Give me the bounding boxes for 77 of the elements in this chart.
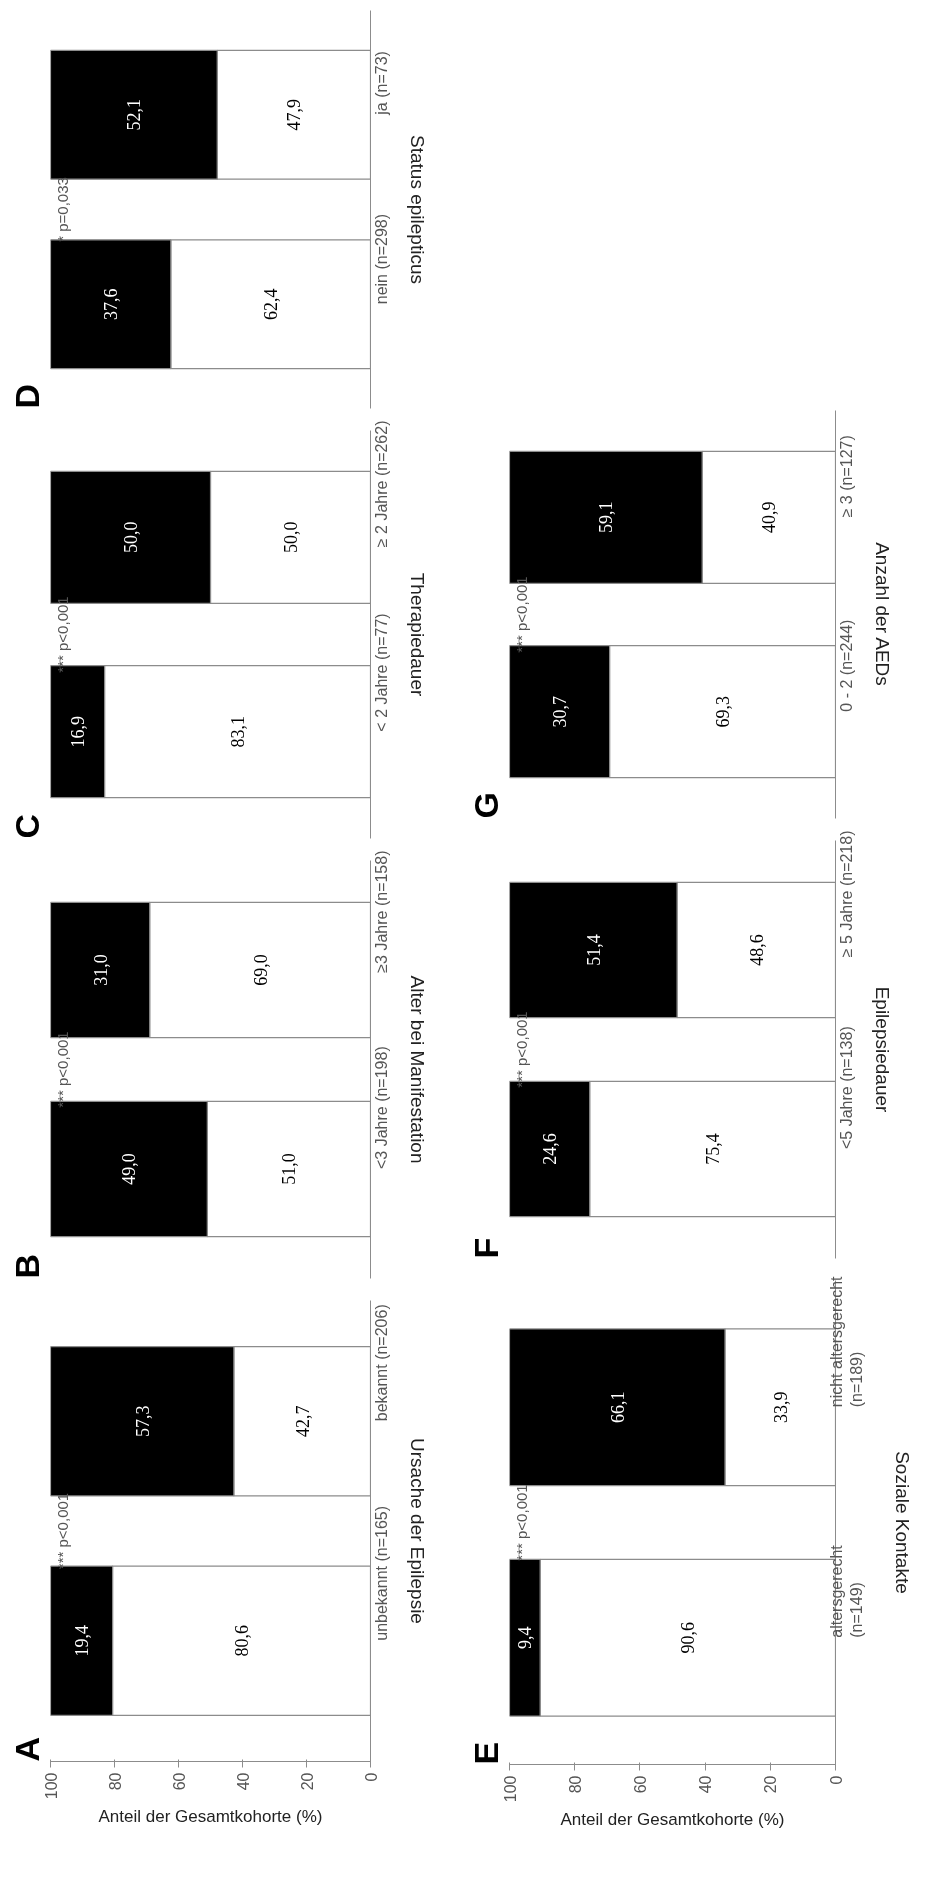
data-label: 57,3	[132, 1405, 153, 1437]
data-label: 49,0	[119, 1153, 140, 1185]
x-tick-label: 100	[501, 1775, 519, 1803]
x-tick-label: 80	[106, 1772, 124, 1791]
text: E	[466, 1741, 505, 1765]
data-label: 66,1	[607, 1391, 628, 1424]
y-tick-label: ja (n=73)	[373, 51, 390, 116]
data-label: 69,3	[713, 695, 734, 728]
data-label: 47,9	[284, 98, 305, 131]
y-tick-label: nein (n=298)	[373, 213, 390, 305]
text: B	[7, 1253, 46, 1279]
x-tick-label: 40	[234, 1772, 252, 1791]
x-tick-label: 80	[566, 1775, 584, 1794]
annotation: *** p<0,001	[53, 1492, 71, 1570]
text: F	[466, 1237, 505, 1259]
y-axis-title: Therapiedauer	[406, 572, 428, 697]
y-tick-label: < 2 Jahre (n=77)	[373, 613, 390, 732]
data-label: 31,0	[90, 954, 111, 986]
text: A	[7, 1736, 46, 1762]
data-label: 50,0	[281, 521, 301, 554]
data-label: 80,6	[232, 1625, 253, 1657]
y-axis-title: Epilepsiedauer	[871, 986, 893, 1114]
y-tick-label: <3 Jahre (n=198)	[373, 1046, 390, 1170]
x-tick-label: 60	[631, 1775, 649, 1794]
x-axis-title: Anteil der Gesamtkohorte (%)	[560, 1810, 785, 1830]
data-label: 52,1	[124, 98, 145, 131]
x-tick-label: 20	[298, 1772, 316, 1791]
y-axis-title: Soziale Kontakte	[891, 1451, 913, 1594]
y-tick-label: ≥ 5 Jahre (n=218)	[838, 830, 855, 958]
text: C	[7, 813, 46, 839]
annotation: *** p<0,001	[53, 596, 71, 673]
x-tick-label: 40	[697, 1775, 715, 1794]
data-label: 51,4	[583, 934, 604, 966]
y-axis-title: Anzahl der AEDs	[871, 542, 893, 686]
y-tick-label: unbekannt (n=165)	[373, 1505, 390, 1641]
x-tick-label: 60	[170, 1772, 188, 1791]
data-label: 37,6	[101, 288, 122, 321]
data-label: 24,6	[540, 1133, 561, 1165]
y-tick-label: bekannt (n=206)	[373, 1304, 390, 1422]
y-axis-title: Status epilepticus	[406, 135, 428, 284]
annotation: *** p<0,001	[53, 1031, 71, 1108]
data-label: 83,1	[228, 715, 249, 748]
data-label: 75,4	[703, 1133, 724, 1165]
x-tick-label: 100	[42, 1772, 60, 1800]
data-label: 42,7	[292, 1405, 313, 1437]
data-label: 30,7	[550, 695, 571, 728]
y-tick-label: 0 - 2 (n=244)	[838, 619, 855, 712]
y-tick-label: ≥3 Jahre (n=158)	[373, 850, 390, 973]
data-label: 90,6	[678, 1621, 699, 1654]
annotation: *** p<0,001	[512, 1011, 530, 1088]
data-label: 9,4	[515, 1626, 536, 1649]
data-label: 62,4	[261, 288, 282, 321]
x-tick-label: 0	[362, 1772, 380, 1782]
x-tick-label: 0	[827, 1775, 845, 1785]
text: G	[466, 792, 505, 819]
data-label: 33,9	[770, 1391, 791, 1424]
data-label: 19,4	[72, 1625, 93, 1657]
data-label: 40,9	[759, 501, 780, 534]
x-axis-title: Anteil der Gesamtkohorte (%)	[98, 1807, 323, 1827]
text: D	[7, 383, 46, 409]
y-tick-label: altersgerecht (n=149)	[827, 1544, 866, 1638]
data-label: 51,0	[279, 1153, 300, 1185]
data-label: 59,1	[596, 501, 617, 534]
y-tick-label: <5 Jahre (n=138)	[838, 1026, 855, 1150]
annotation: * p=0,033	[53, 177, 71, 242]
annotation: *** p<0,001	[512, 576, 530, 653]
x-tick-label: 20	[762, 1775, 780, 1794]
data-label: 69,0	[250, 954, 271, 986]
data-label: 48,6	[746, 934, 767, 966]
y-axis-title: Ursache der Epilepsie	[406, 1438, 428, 1624]
y-tick-label: ≥ 2 Jahre (n=262)	[373, 420, 390, 548]
data-label: 16,9	[68, 715, 89, 748]
data-label: 50,0	[121, 521, 141, 554]
y-axis-title: Alter bei Manifestation	[406, 975, 428, 1164]
y-tick-label: ≥ 3 (n=127)	[838, 435, 855, 518]
annotation: *** p<0,001	[512, 1484, 530, 1561]
y-tick-label: nicht altersgerecht (n=189)	[827, 1275, 866, 1408]
